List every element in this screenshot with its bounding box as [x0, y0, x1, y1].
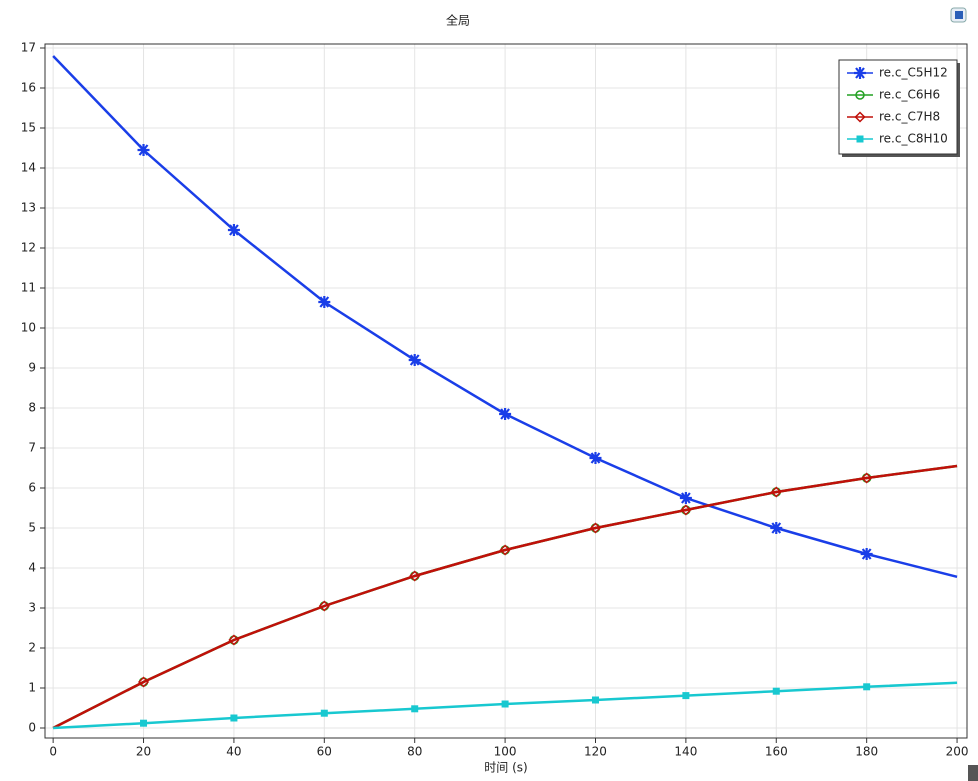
- y-tick-label: 3: [28, 601, 36, 615]
- y-tick-label: 12: [21, 241, 36, 255]
- y-tick-label: 15: [21, 121, 36, 135]
- x-axis-label: 时间 (s): [484, 761, 527, 775]
- marker: [501, 700, 509, 708]
- x-tick-label: 60: [317, 745, 332, 759]
- y-tick-label: 13: [21, 201, 36, 215]
- marker: [589, 452, 602, 464]
- marker: [680, 504, 692, 516]
- plot-frame: [44, 43, 968, 739]
- marker: [855, 90, 865, 100]
- marker: [772, 687, 780, 695]
- marker: [770, 522, 783, 534]
- x-tick-label: 120: [584, 745, 607, 759]
- marker: [682, 692, 690, 700]
- y-tick-label: 7: [28, 441, 36, 455]
- y-tick-label: 10: [21, 321, 36, 335]
- marker: [137, 144, 150, 156]
- legend-label: re.c_C7H8: [879, 110, 940, 124]
- x-tick-label: 180: [855, 745, 878, 759]
- y-tick-label: 6: [28, 481, 36, 495]
- y-tick-label: 5: [28, 521, 36, 535]
- y-tick-label: 14: [21, 161, 36, 175]
- marker: [863, 683, 871, 691]
- marker: [408, 354, 421, 366]
- legend-label: re.c_C5H12: [879, 66, 948, 80]
- marker: [228, 634, 240, 646]
- resize-handle[interactable]: [968, 765, 978, 781]
- marker: [320, 709, 328, 717]
- marker: [499, 408, 512, 420]
- chart-title: 全局: [446, 13, 470, 28]
- y-tick-label: 11: [21, 281, 36, 295]
- marker: [140, 719, 148, 727]
- x-tick-label: 200: [946, 745, 969, 759]
- legend-label: re.c_C6H6: [879, 88, 940, 102]
- marker: [854, 67, 866, 79]
- marker: [770, 486, 782, 498]
- x-tick-label: 0: [49, 745, 57, 759]
- y-tick-label: 16: [21, 81, 36, 95]
- marker: [854, 111, 866, 123]
- y-tick-label: 8: [28, 401, 36, 415]
- marker: [409, 570, 421, 582]
- x-tick-label: 40: [226, 745, 241, 759]
- y-tick-label: 17: [21, 41, 36, 55]
- export-icon-inner: [955, 11, 963, 19]
- y-tick-label: 9: [28, 361, 36, 375]
- marker: [589, 522, 602, 534]
- marker: [318, 296, 331, 308]
- x-tick-label: 100: [494, 745, 517, 759]
- marker: [227, 224, 240, 236]
- y-tick-label: 1: [28, 681, 36, 695]
- y-tick-label: 2: [28, 641, 36, 655]
- marker: [230, 714, 238, 722]
- x-tick-label: 80: [407, 745, 422, 759]
- y-tick-label: 4: [28, 561, 36, 575]
- series-line: [52, 464, 958, 730]
- x-tick-label: 160: [765, 745, 788, 759]
- marker: [861, 472, 873, 484]
- marker: [860, 548, 873, 560]
- marker: [137, 676, 150, 688]
- marker: [591, 696, 599, 704]
- marker: [856, 135, 864, 143]
- y-tick-label: 0: [28, 721, 36, 735]
- marker: [318, 600, 330, 612]
- x-tick-label: 20: [136, 745, 151, 759]
- legend-label: re.c_C8H10: [879, 132, 948, 146]
- marker: [499, 544, 511, 556]
- marker: [411, 705, 419, 713]
- x-tick-label: 140: [674, 745, 697, 759]
- marker: [679, 492, 692, 504]
